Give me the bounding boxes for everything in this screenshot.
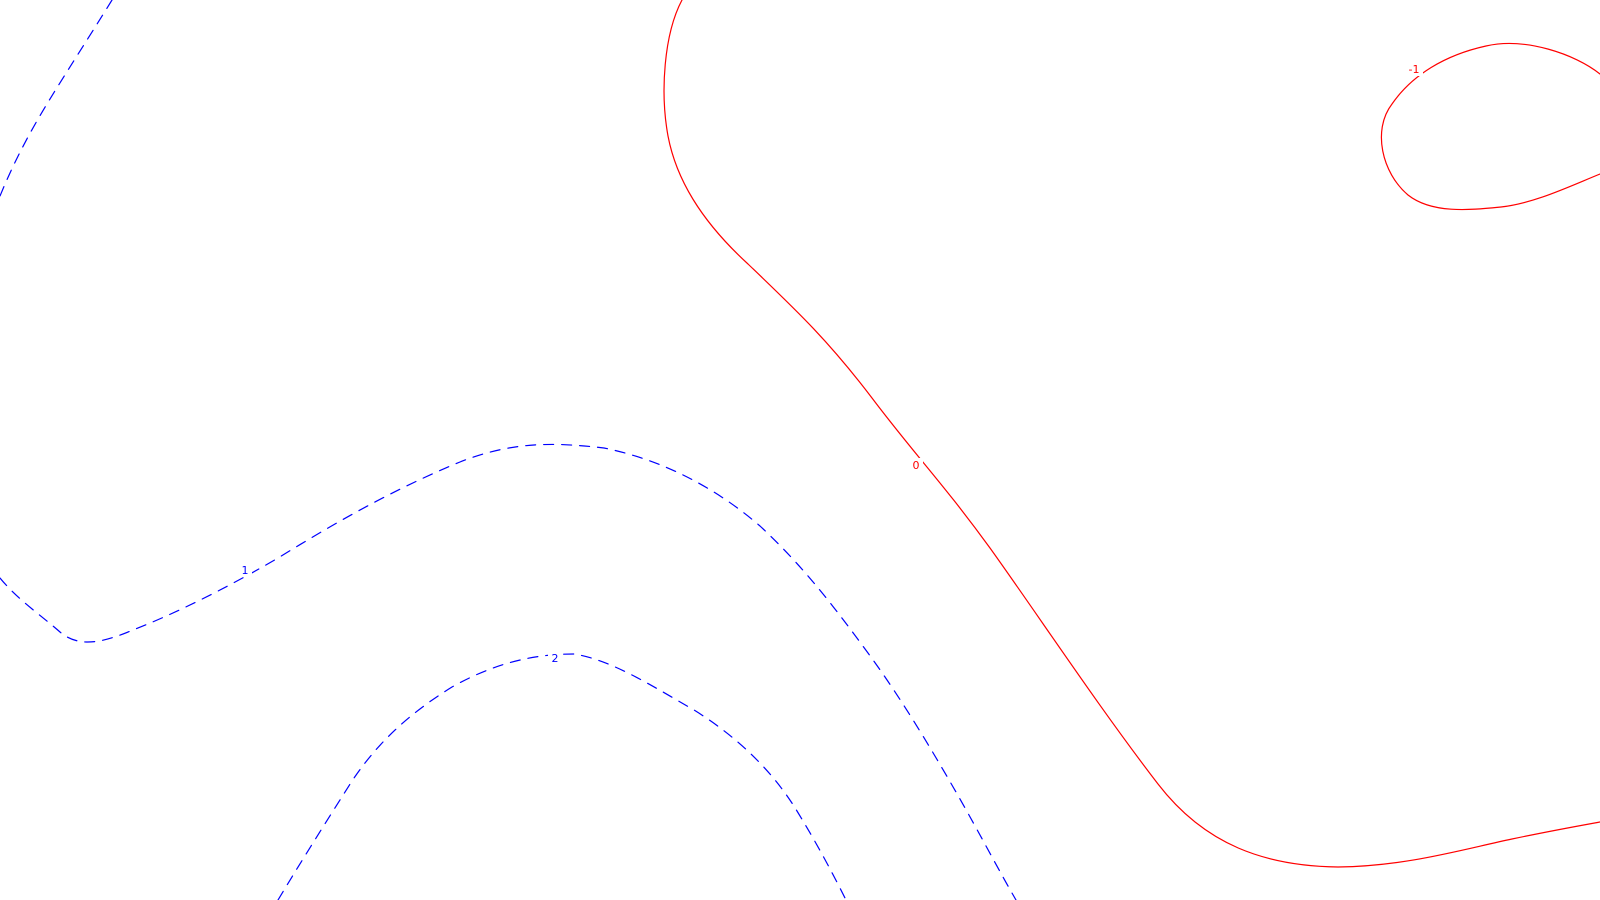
contour-label-bg-2 [548, 651, 562, 665]
contour-line-1-upper-left [0, 0, 113, 197]
contour-label-minus-one: -1 [1409, 63, 1420, 76]
contour-label-2: 2 [552, 652, 559, 665]
contour-label-bg-0 [909, 458, 923, 472]
contour-label-0: 0 [913, 459, 920, 472]
contour-line-2 [277, 653, 847, 900]
contour-label-1: 1 [242, 564, 249, 577]
contour-label-bg-minus-one [1405, 62, 1423, 76]
contour-line-0 [663, 0, 1600, 868]
contour-label-bg-1 [238, 563, 252, 577]
contour-line-minus-one [1380, 42, 1600, 211]
contour-line-1 [0, 443, 1017, 900]
